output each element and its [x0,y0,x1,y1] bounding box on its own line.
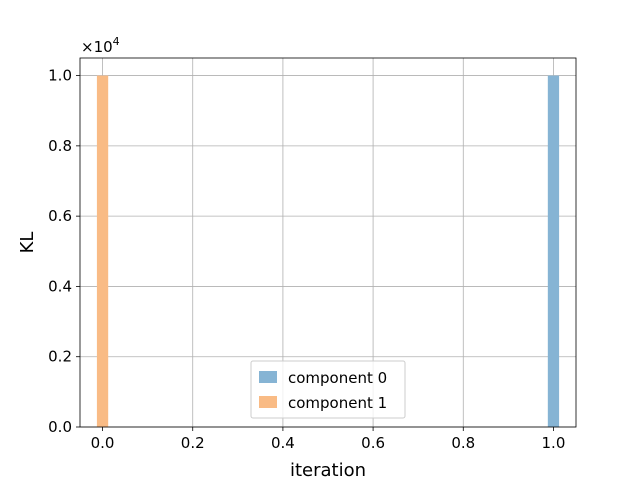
x-axis-label: iteration [290,460,366,480]
bar-series-1 [96,75,109,428]
y-tick-label: 0.8 [48,137,72,155]
y-tick-label: 0.2 [48,348,72,366]
legend-label-1: component 1 [288,394,387,412]
legend-label-0: component 0 [288,369,387,387]
legend-box [250,360,406,419]
legend: component 0 component 1 [250,360,406,419]
y-axis-ticks: 0.0 0.2 0.4 0.6 0.8 1.0 [48,67,80,436]
x-tick-label: 0.8 [451,434,475,452]
bar-series-0 [547,75,560,428]
y-tick-label: 1.0 [48,67,72,85]
x-axis-ticks: 0.0 0.2 0.4 0.6 0.8 1.0 [91,427,566,452]
legend-swatch-1 [259,396,277,408]
x-tick-label: 0.4 [271,434,295,452]
y-tick-label: 0.6 [48,207,72,225]
y-axis-label: KL [17,232,38,254]
x-tick-label: 0.6 [361,434,385,452]
y-offset-exponent: 4 [113,35,120,48]
y-axis-offset-text: ×104 [81,35,120,56]
x-tick-label: 1.0 [542,434,566,452]
y-tick-label: 0.0 [48,418,72,436]
y-tick-label: 0.4 [48,277,72,295]
bars [96,75,560,428]
plot-frame [79,57,577,428]
y-offset-base: ×10 [81,38,113,56]
x-tick-label: 0.2 [181,434,205,452]
legend-swatch-0 [259,371,277,383]
x-tick-label: 0.0 [91,434,115,452]
